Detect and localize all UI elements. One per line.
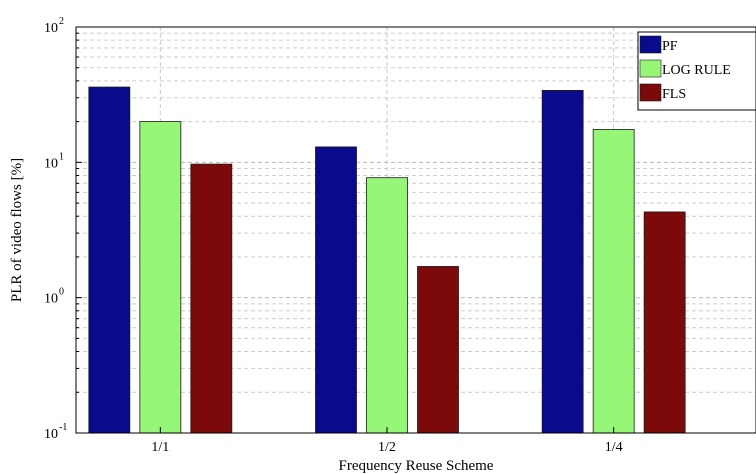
- legend-label: LOG RULE: [662, 63, 731, 78]
- bar-log-rule: [366, 177, 408, 434]
- bar-log-rule: [139, 121, 182, 434]
- y-tick-label: 10: [44, 156, 58, 171]
- bar-pf: [315, 146, 357, 434]
- bar-fls: [417, 266, 459, 434]
- y-axis-title: PLR of video flows [%]: [9, 158, 25, 302]
- legend-swatch: [639, 83, 662, 102]
- x-tick-label: 1/1: [151, 440, 169, 455]
- y-tick-label: 10: [44, 292, 58, 307]
- tick-marks: [76, 32, 615, 434]
- y-tick-label: 10: [44, 427, 58, 442]
- bar-log-rule: [592, 129, 635, 434]
- y-tick-exponent: 0: [59, 287, 64, 298]
- x-axis-title: Frequency Reuse Scheme: [339, 458, 494, 474]
- bar-fls: [190, 163, 233, 434]
- y-tick-exponent: -1: [59, 422, 67, 433]
- legend-swatch: [639, 59, 662, 78]
- y-tick-exponent: 2: [59, 16, 64, 27]
- legend-swatch: [639, 35, 662, 54]
- x-tick-label: 1/4: [605, 440, 623, 455]
- bars: [88, 86, 686, 434]
- axes-box: [75, 26, 756, 434]
- y-tick-label: 10: [44, 21, 58, 36]
- x-tick-label: 1/2: [378, 440, 396, 455]
- x-tick-labels: 1/1 1/2 1/4: [151, 440, 622, 455]
- y-tick-exponent: 1: [59, 151, 64, 162]
- legend-label: FLS: [662, 87, 686, 102]
- legend: PF LOG RULE FLS: [637, 31, 756, 111]
- legend-label: PF: [662, 39, 678, 54]
- bar-fls: [643, 211, 686, 434]
- bar-pf: [88, 86, 131, 434]
- bar-pf: [541, 90, 584, 434]
